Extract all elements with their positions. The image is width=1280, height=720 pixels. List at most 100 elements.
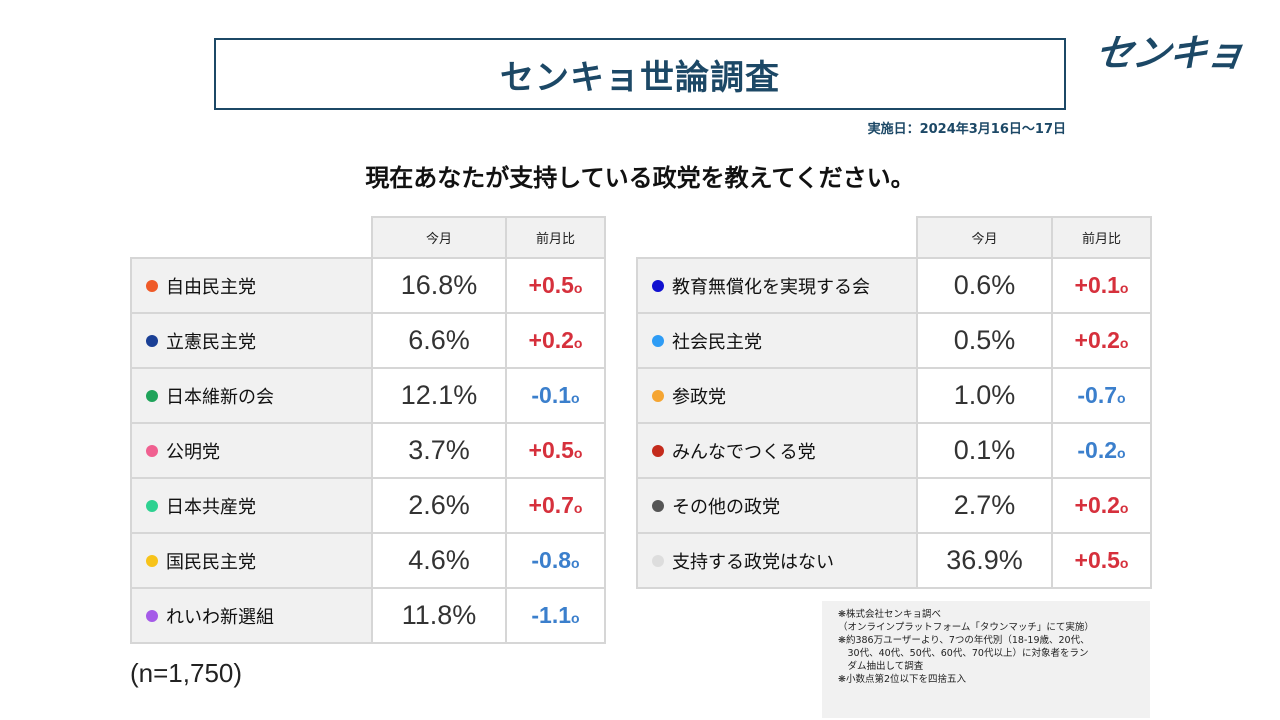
month-change: +0.1o <box>1051 257 1152 314</box>
support-rate: 2.6% <box>371 477 507 534</box>
party-row: 自由民主党 16.8% +0.5o <box>130 257 606 314</box>
point-unit: o <box>571 610 580 626</box>
point-unit: o <box>573 280 583 296</box>
month-change: +0.5o <box>505 257 606 314</box>
month-change: -1.1o <box>505 587 606 644</box>
survey-notes: ❋株式会社センキョ調べ （オンラインプラットフォーム「タウンマッチ」にて実施） ❋約… <box>822 601 1150 718</box>
senkyo-logo: センキョ <box>1092 30 1247 75</box>
point-unit: o <box>573 500 583 516</box>
month-change-value: +0.1 <box>1074 272 1120 298</box>
note-line: ダム抽出して調査 <box>838 661 924 672</box>
party-name: 支持する政党はない <box>672 551 834 573</box>
month-change-value: +0.5 <box>528 272 574 298</box>
table-header-row: 今月 前月比 <box>131 216 606 259</box>
party-color-dot-icon <box>146 609 158 622</box>
support-rate: 16.8% <box>371 257 507 314</box>
point-unit: o <box>1117 445 1126 461</box>
party-name-cell: 社会民主党 <box>636 312 918 369</box>
party-color-dot-icon <box>146 444 158 457</box>
note-line: ❋株式会社センキョ調べ <box>838 609 941 620</box>
month-change-value: +0.5 <box>528 437 574 463</box>
header-this-month: 今月 <box>916 216 1053 259</box>
results-table-right: 今月 前月比 教育無償化を実現する会 0.6% +0.1o 社会民主党 0.5% +0.2… <box>636 216 1152 589</box>
party-name: 立憲民主党 <box>166 331 256 353</box>
month-change: +0.7o <box>505 477 606 534</box>
survey-date: 実施日：2024年3月16日～17日 <box>867 122 1066 137</box>
party-name-cell: 国民民主党 <box>130 532 373 589</box>
survey-question: 現在あなたが支持している政党を教えてください。 <box>365 164 915 192</box>
party-name: 教育無償化を実現する会 <box>672 276 870 298</box>
point-unit: o <box>1119 500 1129 516</box>
party-name: 公明党 <box>166 441 220 463</box>
party-name-cell: その他の政党 <box>636 477 918 534</box>
party-row: 日本共産党 2.6% +0.7o <box>130 477 606 534</box>
party-name: その他の政党 <box>672 496 780 518</box>
party-color-dot-icon <box>652 554 664 567</box>
month-change-value: +0.7 <box>528 492 574 518</box>
header-vs-last-month: 前月比 <box>1051 216 1152 259</box>
party-color-dot-icon <box>146 499 158 512</box>
party-row: 立憲民主党 6.6% +0.2o <box>130 312 606 369</box>
party-row: 社会民主党 0.5% +0.2o <box>636 312 1152 369</box>
party-row: 参政党 1.0% -0.7o <box>636 367 1152 424</box>
note-line: （オンラインプラットフォーム「タウンマッチ」にて実施） <box>838 622 1094 633</box>
month-change-value: +0.2 <box>1074 492 1120 518</box>
table-header-row: 今月 前月比 <box>637 216 1152 259</box>
title-box: センキョ世論調査 <box>214 38 1066 110</box>
party-color-dot-icon <box>652 334 664 347</box>
month-change-value: -0.2 <box>1077 437 1118 463</box>
party-color-dot-icon <box>652 499 664 512</box>
party-color-dot-icon <box>146 554 158 567</box>
party-name: 社会民主党 <box>672 331 762 353</box>
party-name: 参政党 <box>672 386 726 408</box>
point-unit: o <box>571 390 580 406</box>
party-name: 自由民主党 <box>166 276 256 298</box>
month-change: -0.2o <box>1051 422 1152 479</box>
note-line: 30代、40代、50代、60代、70代以上）に対象者をラン <box>838 648 1089 659</box>
month-change: -0.7o <box>1051 367 1152 424</box>
party-name-cell: 教育無償化を実現する会 <box>636 257 918 314</box>
party-name: 日本維新の会 <box>166 386 274 408</box>
month-change: -0.8o <box>505 532 606 589</box>
month-change-value: -1.1 <box>531 602 572 628</box>
support-rate: 3.7% <box>371 422 507 479</box>
month-change-value: -0.1 <box>531 382 572 408</box>
party-name-cell: 日本共産党 <box>130 477 373 534</box>
party-color-dot-icon <box>146 334 158 347</box>
month-change: +0.2o <box>1051 312 1152 369</box>
month-change-value: -0.8 <box>531 547 572 573</box>
support-rate: 0.5% <box>916 312 1053 369</box>
header-vs-last-month: 前月比 <box>505 216 606 259</box>
party-name-cell: みんなでつくる党 <box>636 422 918 479</box>
point-unit: o <box>573 335 583 351</box>
party-row: れいわ新選組 11.8% -1.1o <box>130 587 606 644</box>
note-line: ❋約386万ユーザーより、7つの年代別（18-19歳、20代、 <box>838 635 1090 646</box>
party-name: 国民民主党 <box>166 551 256 573</box>
party-name-cell: 自由民主党 <box>130 257 373 314</box>
support-rate: 12.1% <box>371 367 507 424</box>
party-row: その他の政党 2.7% +0.2o <box>636 477 1152 534</box>
party-name: れいわ新選組 <box>166 606 274 628</box>
page-title: センキョ世論調査 <box>500 57 780 98</box>
point-unit: o <box>573 445 583 461</box>
party-row: みんなでつくる党 0.1% -0.2o <box>636 422 1152 479</box>
month-change: +0.2o <box>1051 477 1152 534</box>
party-name: みんなでつくる党 <box>672 441 816 463</box>
point-unit: o <box>1117 390 1126 406</box>
party-row: 公明党 3.7% +0.5o <box>130 422 606 479</box>
month-change-value: -0.7 <box>1077 382 1118 408</box>
support-rate: 0.6% <box>916 257 1053 314</box>
party-row: 教育無償化を実現する会 0.6% +0.1o <box>636 257 1152 314</box>
party-name-cell: れいわ新選組 <box>130 587 373 644</box>
party-name-cell: 支持する政党はない <box>636 532 918 589</box>
month-change-value: +0.5 <box>1074 547 1120 573</box>
support-rate: 2.7% <box>916 477 1053 534</box>
month-change-value: +0.2 <box>528 327 574 353</box>
party-name-cell: 参政党 <box>636 367 918 424</box>
party-name-cell: 日本維新の会 <box>130 367 373 424</box>
support-rate: 6.6% <box>371 312 507 369</box>
point-unit: o <box>571 555 580 571</box>
party-name-cell: 公明党 <box>130 422 373 479</box>
point-unit: o <box>1119 335 1129 351</box>
party-name-cell: 立憲民主党 <box>130 312 373 369</box>
